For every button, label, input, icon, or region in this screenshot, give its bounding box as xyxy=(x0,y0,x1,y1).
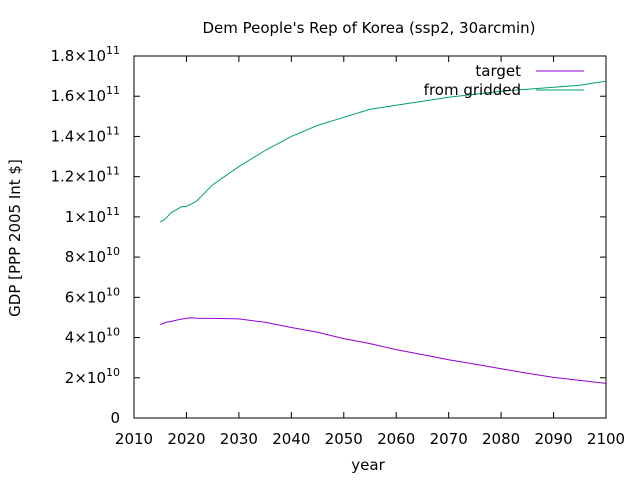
chart-title: Dem People's Rep of Korea (ssp2, 30arcmi… xyxy=(202,19,535,37)
y-tick-label: 4×1010 xyxy=(65,326,120,347)
legend-label-target: target xyxy=(475,62,521,80)
x-tick-label: 2040 xyxy=(272,430,310,448)
x-tick-label: 2020 xyxy=(167,430,205,448)
x-tick-label: 2030 xyxy=(220,430,258,448)
y-tick-label: 1.4×1011 xyxy=(50,124,120,145)
y-tick-label: 1.8×1011 xyxy=(50,44,120,65)
y-tick-label: 0 xyxy=(110,409,120,427)
x-axis-label: year xyxy=(351,456,385,474)
y-tick-label: 1.2×1011 xyxy=(50,165,120,186)
legend-label-from-gridded: from gridded xyxy=(424,81,521,99)
y-tick-label: 1.6×1011 xyxy=(50,84,120,105)
plot-border xyxy=(133,55,607,419)
y-tick-label: 8×1010 xyxy=(65,245,120,266)
series-line-from-gridded xyxy=(159,80,607,223)
y-tick-label: 6×1010 xyxy=(65,285,120,306)
series-lines xyxy=(159,80,607,384)
x-tick-label: 2080 xyxy=(482,430,520,448)
x-tick-label: 2090 xyxy=(534,430,572,448)
y-axis-ticks: 0 2×1010 4×1010 6×1010 8×1010 1×1011 1.2×1011 1… xyxy=(50,44,606,427)
x-tick-label: 2050 xyxy=(325,430,363,448)
x-tick-label: 2100 xyxy=(587,430,625,448)
series-line-target xyxy=(160,317,607,384)
legend: target from gridded xyxy=(424,62,584,99)
y-tick-label: 1×1011 xyxy=(65,205,120,226)
y-tick-label: 2×1010 xyxy=(65,366,120,387)
x-tick-label: 2060 xyxy=(377,430,415,448)
x-tick-label: 2070 xyxy=(430,430,468,448)
plot-frame xyxy=(133,55,607,419)
x-axis-ticks: 2010 2020 2030 2040 2050 2060 2070 2080 2090 2100 xyxy=(115,56,625,448)
y-axis-label: GDP [PPP 2005 Int $] xyxy=(6,159,24,317)
x-tick-label: 2010 xyxy=(115,430,153,448)
